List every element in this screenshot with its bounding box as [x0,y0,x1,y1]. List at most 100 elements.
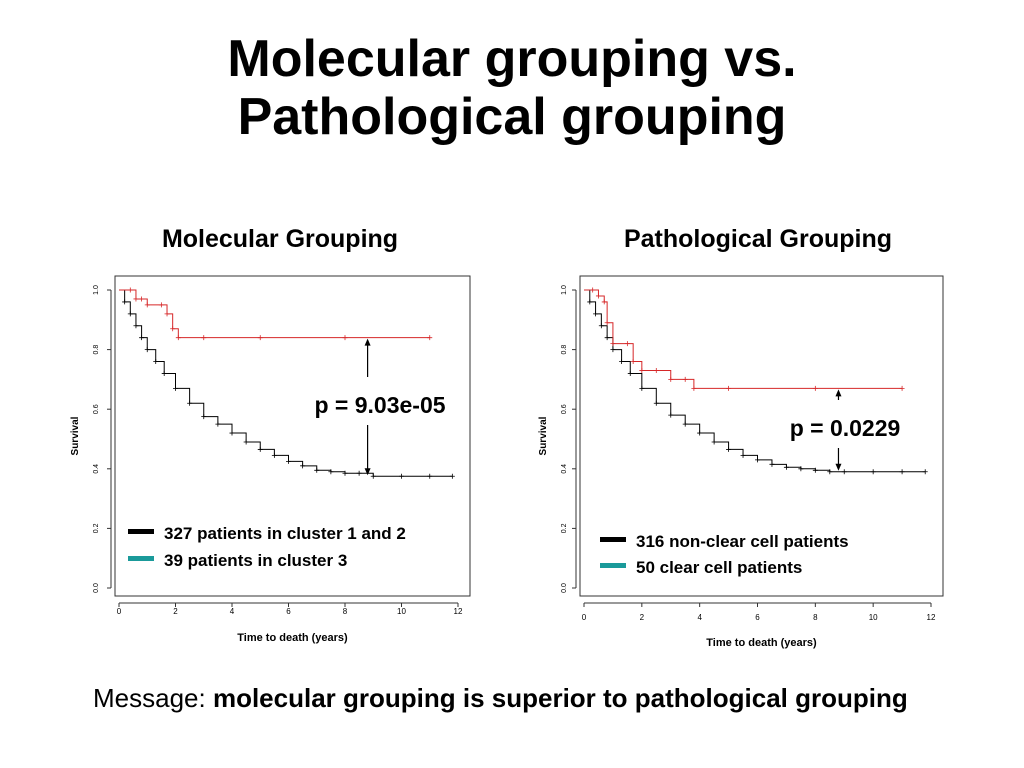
chart-2: 0 2 4 6 8 10 12 0.0 0.2 0.4 0.6 0.8 1.0 Time to death… [538,275,944,649]
censor-mark [257,335,263,341]
x-tick-label: 12 [454,607,463,616]
legend-swatch-1 [600,537,626,542]
series-line-1 [584,289,926,473]
censor-mark [711,439,717,445]
censor-mark [630,359,636,365]
y-tick-label: 0.0 [93,583,100,593]
x-tick-label: 0 [582,613,587,622]
censor-mark [668,412,674,418]
y-tick-label: 0.8 [561,345,568,355]
chart-2-title: Pathological Grouping [623,225,893,253]
censor-mark [812,385,818,391]
p-arrow-up-head [364,338,371,346]
censor-mark [899,385,905,391]
chart-1-title: Molecular Grouping [161,225,399,253]
plot-frame [114,275,471,597]
censor-mark [133,296,139,302]
legend-swatch-1 [128,529,154,534]
censor-mark [201,335,207,341]
censor-mark [164,311,170,317]
censor-mark [604,335,610,341]
censor-mark [783,464,789,470]
y-tick-label: 0.4 [93,464,100,474]
censor-mark [449,473,455,479]
censor-mark [187,400,193,406]
y-tick-label: 0.6 [93,404,100,414]
y-tick-label: 0.2 [561,523,568,533]
censor-mark [610,341,616,347]
slide-title: Molecular grouping vs. Pathological grou… [0,30,1024,146]
legend-swatch-2 [128,556,154,561]
y-axis-label: Survival [538,416,549,455]
message-prefix: Message: [93,683,213,713]
censor-mark [899,469,905,475]
series-line-1 [119,289,453,477]
censor-mark [590,287,596,293]
x-tick-label: 6 [286,607,291,616]
censor-mark [356,470,362,476]
censor-mark [595,293,601,299]
censor-mark [257,446,263,452]
legend-label-2: 39 patients in cluster 3 [164,551,347,570]
legend-swatch-2 [600,563,626,568]
censor-mark [587,299,593,305]
legend-label-2: 50 clear cell patients [636,558,802,577]
censor-mark [691,385,697,391]
x-tick-label: 0 [117,607,122,616]
censor-mark [619,359,625,365]
censor-mark [922,469,928,475]
censor-mark [127,287,133,293]
x-tick-label: 10 [397,607,406,616]
censor-mark [314,467,320,473]
censor-mark [300,463,306,469]
censor-mark [639,385,645,391]
p-arrow-down-head [835,463,842,471]
censor-mark [769,461,775,467]
censor-mark [653,400,659,406]
censor-mark [342,335,348,341]
p-value-label: p = 0.0229 [790,415,901,441]
censor-mark [598,323,604,329]
x-axis-label: Time to death (years) [237,632,348,644]
censor-mark [604,320,610,326]
x-tick-label: 12 [927,613,936,622]
y-tick-label: 0.4 [561,464,568,474]
censor-mark [870,469,876,475]
censor-mark [175,335,181,341]
x-tick-label: 4 [697,613,702,622]
censor-mark [133,323,139,329]
legend-label-1: 327 patients in cluster 1 and 2 [164,524,406,543]
censor-mark [328,469,334,475]
censor-mark [668,376,674,382]
legend-label-1: 316 non-clear cell patients [636,532,849,551]
message: Message: molecular grouping is superior … [93,683,908,714]
message-text: molecular grouping is superior to pathol… [212,683,908,713]
censor-mark [682,376,688,382]
x-tick-label: 2 [173,607,178,616]
censor-mark [215,421,221,427]
censor-mark [682,421,688,427]
plot-frame [579,275,944,597]
x-tick-label: 10 [869,613,878,622]
censor-mark [243,439,249,445]
censor-mark [740,452,746,458]
x-tick-label: 6 [755,613,760,622]
y-tick-label: 1.0 [93,285,100,295]
censor-mark [726,385,732,391]
x-axis-label: Time to death (years) [706,637,817,649]
censor-mark [173,385,178,391]
censor-mark [627,370,633,376]
censor-mark [601,299,607,305]
censor-mark [170,326,176,332]
p-arrow-up-head [835,389,842,397]
y-tick-label: 0.8 [93,345,100,355]
censor-mark [427,473,433,479]
censor-mark [271,452,277,458]
p-arrow-down-head [364,468,371,476]
y-tick-label: 0.0 [561,583,568,593]
censor-mark [827,469,833,475]
y-tick-label: 1.0 [561,285,568,295]
censor-mark [153,359,159,365]
censor-mark [639,367,645,373]
